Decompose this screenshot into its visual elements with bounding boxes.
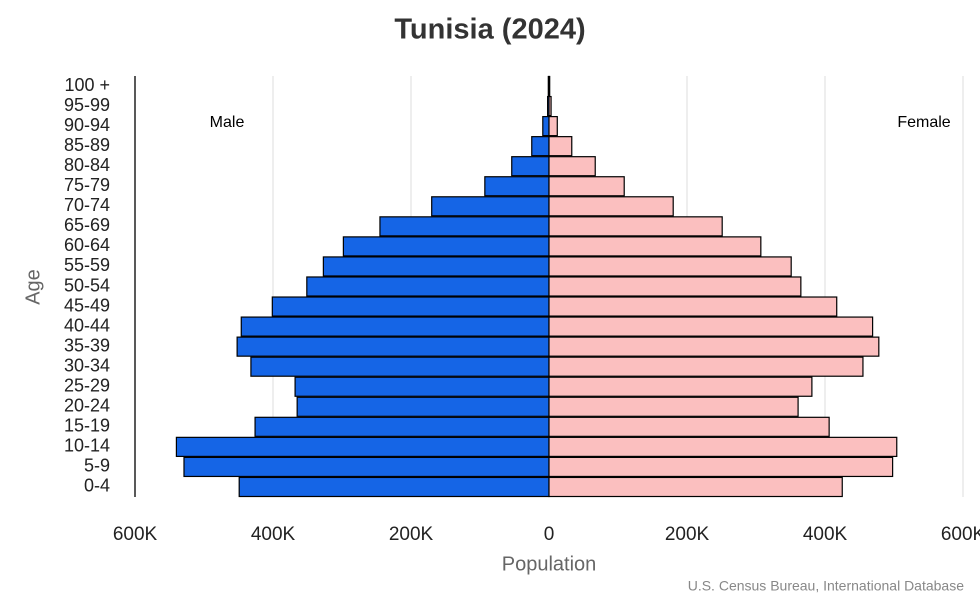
bar [271, 296, 550, 317]
y-tick-label: 65-69 [64, 215, 110, 235]
legend-label: Male [210, 114, 245, 131]
y-tick-label: 5-9 [84, 456, 110, 476]
bar [542, 115, 550, 137]
y-tick-label: 60-64 [64, 235, 110, 255]
x-tick-label: 200K [389, 524, 434, 545]
bar [306, 276, 550, 297]
bar [548, 436, 898, 458]
bar [484, 176, 550, 197]
x-tick-label: 600K [113, 524, 158, 545]
bar [250, 356, 550, 377]
y-tick-label: 100 + [64, 75, 110, 95]
bar [548, 396, 799, 417]
x-tick-label: 0 [544, 524, 555, 545]
x-tick-label: 200K [665, 524, 710, 545]
y-tick-label: 90-94 [64, 115, 110, 135]
bar [548, 476, 843, 498]
y-axis-label: Age [22, 269, 44, 305]
bar [379, 216, 550, 237]
chart-title: Tunisia (2024) [394, 14, 585, 46]
y-tick-label: 15-19 [64, 416, 110, 436]
bar [531, 136, 550, 157]
bar [548, 115, 558, 137]
bar [511, 156, 550, 177]
bar [296, 396, 550, 417]
bar [342, 236, 550, 257]
x-tick-label: 600K [941, 524, 980, 545]
bar [240, 316, 550, 337]
y-tick-label: 20-24 [64, 396, 110, 416]
bar [548, 236, 762, 257]
x-tick-label: 400K [251, 524, 296, 545]
bar [548, 216, 723, 237]
y-tick-label: 55-59 [64, 255, 110, 275]
legend-label: Female [897, 114, 950, 131]
y-tick-label: 10-14 [64, 436, 110, 456]
y-tick-label: 75-79 [64, 175, 110, 195]
y-tick-label: 0-4 [84, 476, 110, 496]
bar [294, 376, 550, 397]
bar [548, 296, 838, 317]
x-tick-label: 400K [803, 524, 848, 545]
x-axis-label: Population [502, 553, 597, 575]
y-tick-label: 95-99 [64, 95, 110, 115]
y-tick-label: 25-29 [64, 375, 110, 395]
y-tick-label: 85-89 [64, 135, 110, 155]
bar [548, 376, 813, 397]
bar [548, 196, 674, 217]
y-tick-label: 70-74 [64, 195, 110, 215]
bar [254, 416, 550, 437]
bar [548, 456, 894, 478]
bar [236, 336, 550, 357]
bar [548, 156, 596, 177]
bar [548, 416, 830, 437]
bar [548, 136, 573, 157]
bar [431, 196, 550, 217]
source-note: U.S. Census Bureau, International Databa… [688, 578, 964, 594]
bar [548, 176, 625, 197]
bar [175, 436, 550, 458]
bar [548, 316, 874, 337]
y-tick-label: 80-84 [64, 155, 110, 175]
bar [238, 476, 550, 498]
y-tick-label: 30-34 [64, 355, 110, 375]
bar [548, 356, 864, 377]
bar [548, 75, 551, 97]
y-tick-label: 45-49 [64, 295, 110, 315]
bar [183, 456, 550, 478]
y-tick-label: 50-54 [64, 275, 110, 295]
bar [548, 336, 880, 357]
y-tick-label: 40-44 [64, 315, 110, 335]
bar [548, 256, 792, 277]
bar [548, 276, 802, 297]
bar [322, 256, 550, 277]
y-tick-label: 35-39 [64, 335, 110, 355]
bar [548, 95, 552, 117]
